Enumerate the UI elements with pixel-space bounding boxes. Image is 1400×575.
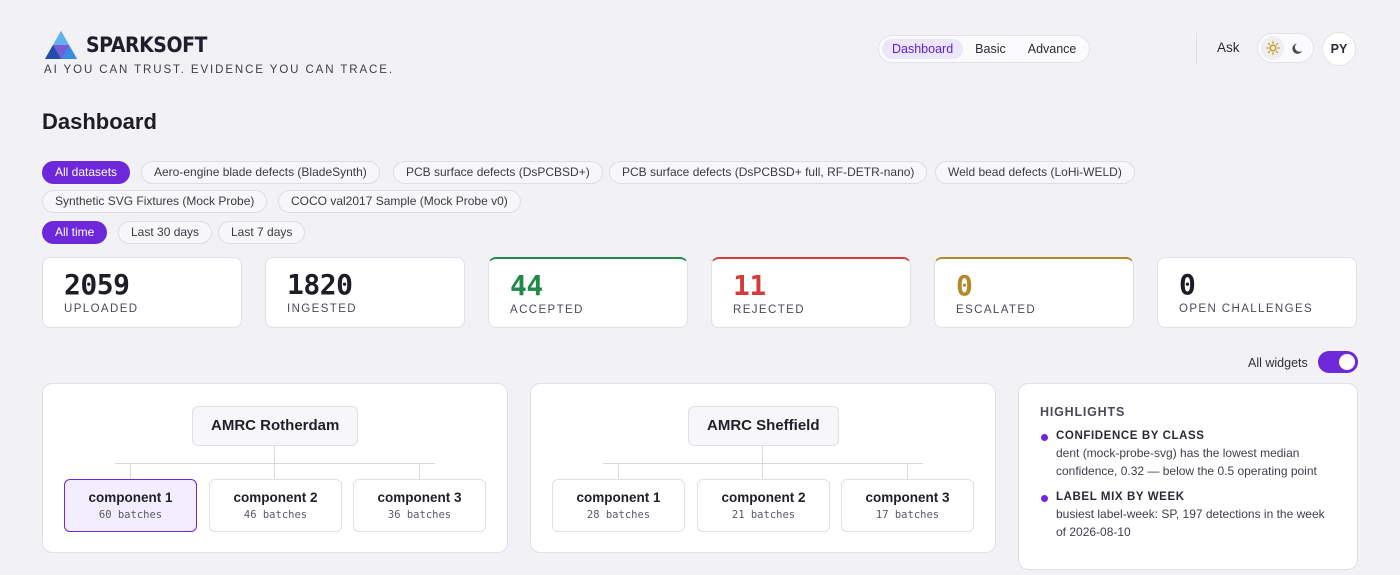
brand-logo[interactable]: SPARKSOFT [44,30,220,60]
filter-chip-all-time[interactable]: All time [42,221,108,244]
highlights-panel: HIGHLIGHTS CONFIDENCE BY CLASS dent (moc… [1018,383,1358,570]
filter-chip-last-7-days[interactable]: Last 7 days [218,221,306,244]
nav-item-dashboard[interactable]: Dashboard [882,39,964,59]
component-batches: 36 batches [387,509,452,521]
component-name: component 1 [576,490,661,505]
tree-connector [907,463,908,479]
highlight-item: LABEL MIX BY WEEK busiest label-week: SP… [1040,491,1336,541]
component-batches: 60 batches [98,509,163,521]
stat-card-accepted: 44 ACCEPTED [488,257,688,328]
filter-chip-synthetic-svg[interactable]: Synthetic SVG Fixtures (Mock Probe) [42,190,268,213]
user-avatar[interactable]: PY [1322,32,1356,66]
theme-toggle[interactable] [1257,33,1314,63]
page-title: Dashboard [42,109,157,134]
component-batches: 17 batches [875,509,940,521]
filter-chip-dspcbsd[interactable]: PCB surface defects (DsPCBSD+) [393,161,603,184]
tree-connector [762,463,763,479]
component-name: component 2 [233,490,318,505]
component-node[interactable]: component 1 60 batches [64,479,197,532]
tree-connector [618,463,619,479]
tree-connector [603,463,923,464]
filter-chip-lohi-weld[interactable]: Weld bead defects (LoHi-WELD) [935,161,1135,184]
component-node[interactable]: component 1 28 batches [552,479,685,532]
component-batches: 21 batches [731,509,796,521]
stat-value: 0 [956,269,973,302]
component-node[interactable]: component 3 17 batches [841,479,974,532]
tree-connector [274,463,275,479]
brand-tagline: AI YOU CAN TRUST. EVIDENCE YOU CAN TRACE… [44,64,394,76]
site-tree-panel-rotherdam: AMRC Rotherdam component 1 60 batches co… [42,383,508,553]
component-name: component 3 [865,490,950,505]
filter-chip-coco-val2017[interactable]: COCO val2017 Sample (Mock Probe v0) [278,190,521,213]
highlights-title: HIGHLIGHTS [1040,405,1126,419]
component-name: component 2 [721,490,806,505]
nav-item-advance[interactable]: Advance [1027,42,1077,56]
filter-chip-dspcbsd-full[interactable]: PCB surface defects (DsPCBSD+ full, RF-D… [609,161,928,184]
tree-connector [115,463,435,464]
all-widgets-switch[interactable] [1318,351,1358,373]
site-node-sheffield[interactable]: AMRC Sheffield [688,406,839,446]
filter-chip-last-30-days[interactable]: Last 30 days [118,221,213,244]
stat-card-ingested: 1820 INGESTED [265,257,465,328]
highlight-body: busiest label-week: SP, 197 detections i… [1056,507,1325,539]
stat-value: 2059 [64,268,130,301]
component-node[interactable]: component 3 36 batches [353,479,486,532]
view-mode-nav: Dashboard Basic Advance [878,35,1091,63]
stat-card-rejected: 11 REJECTED [711,257,911,328]
site-tree-panel-sheffield: AMRC Sheffield component 1 28 batches co… [530,383,996,553]
all-widgets-label: All widgets [1248,356,1308,370]
tree-connector [274,446,275,463]
stat-card-uploaded: 2059 UPLOADED [42,257,242,328]
tree-connector [762,446,763,463]
filter-chip-bladesynth[interactable]: Aero-engine blade defects (BladeSynth) [141,161,380,184]
stat-value: 1820 [287,268,353,301]
stat-label: UPLOADED [64,303,139,315]
component-name: component 3 [377,490,462,505]
bullet-dot-icon [1041,495,1048,502]
stat-card-open-challenges: 0 OPEN CHALLENGES [1157,257,1357,328]
stat-label: ACCEPTED [510,304,584,316]
stat-value: 0 [1179,268,1196,301]
stat-value: 11 [733,269,766,302]
moon-icon[interactable] [1287,36,1310,60]
stat-label: ESCALATED [956,304,1037,316]
stat-card-escalated: 0 ESCALATED [934,257,1134,328]
switch-knob [1339,354,1355,370]
nav-item-basic[interactable]: Basic [975,42,1006,56]
ask-button[interactable]: Ask [1217,40,1240,55]
component-batches: 46 batches [243,509,308,521]
highlight-item: CONFIDENCE BY CLASS dent (mock-probe-svg… [1040,430,1336,480]
highlight-heading: LABEL MIX BY WEEK [1056,491,1185,503]
sun-icon[interactable] [1261,36,1284,60]
tree-connector [130,463,131,479]
site-node-rotherdam[interactable]: AMRC Rotherdam [192,406,359,446]
component-name: component 1 [88,490,173,505]
tree-connector [419,463,420,479]
bullet-dot-icon [1041,434,1048,441]
component-node[interactable]: component 2 21 batches [697,479,830,532]
brand-name: SPARKSOFT [86,33,207,57]
stat-label: REJECTED [733,304,805,316]
component-batches: 28 batches [586,509,651,521]
filter-chip-all-datasets[interactable]: All datasets [42,161,131,184]
header-divider [1196,33,1197,65]
stat-value: 44 [510,269,543,302]
highlight-body: dent (mock-probe-svg) has the lowest med… [1056,446,1317,478]
stat-label: INGESTED [287,303,357,315]
triangle-logo-icon [45,31,77,59]
component-node[interactable]: component 2 46 batches [209,479,342,532]
highlight-heading: CONFIDENCE BY CLASS [1056,430,1205,442]
stat-label: OPEN CHALLENGES [1179,303,1314,315]
